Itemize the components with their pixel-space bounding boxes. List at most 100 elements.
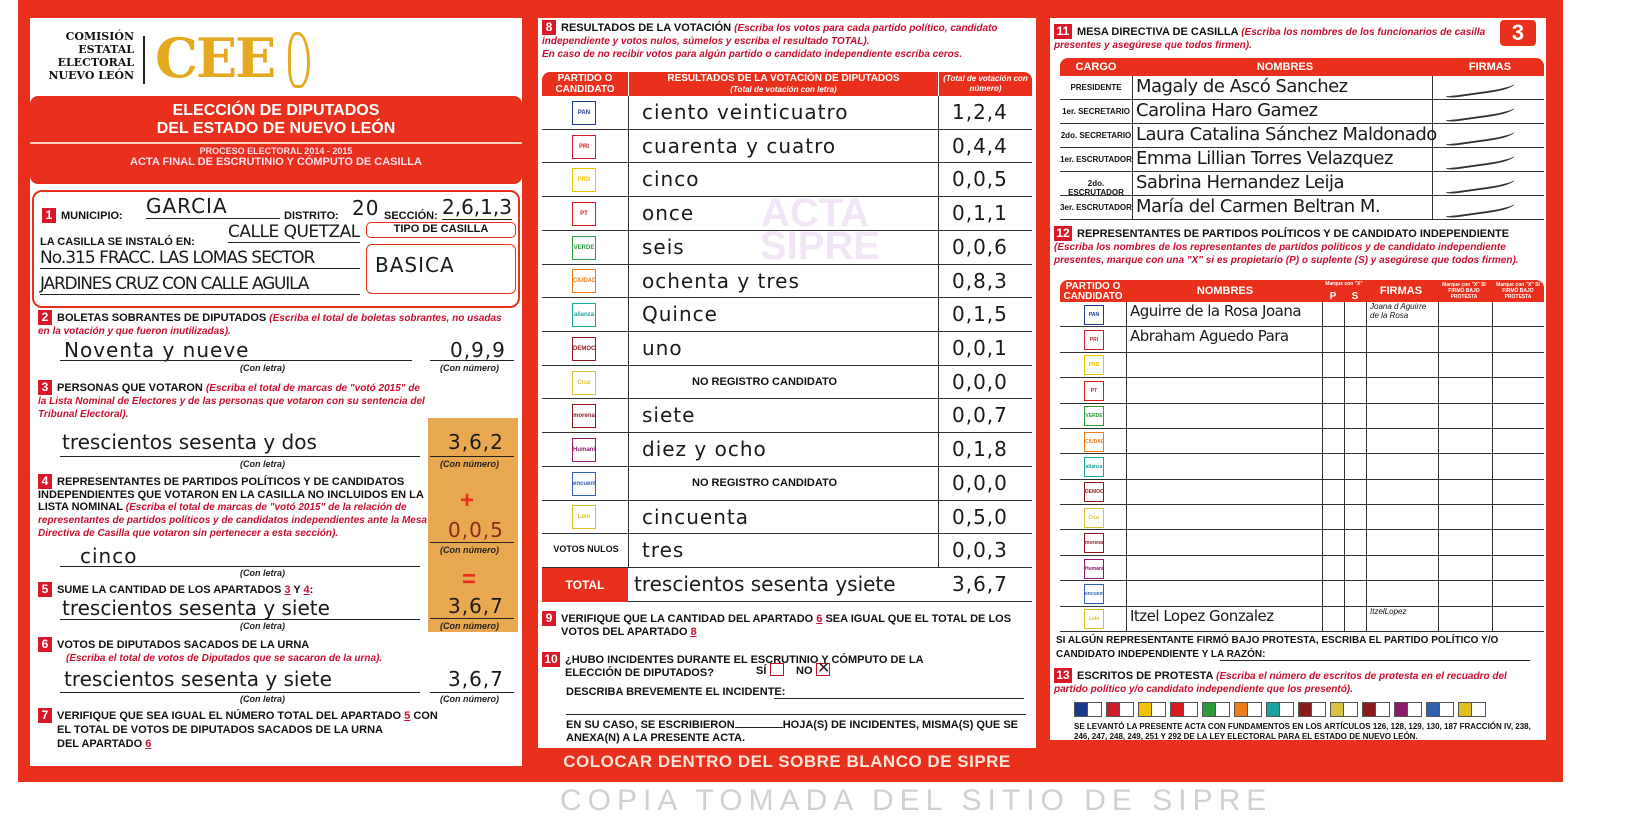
- votes-letra[interactable]: cuarenta y cuatro: [642, 133, 837, 158]
- signature[interactable]: [1444, 123, 1516, 147]
- rep-row: PRD: [1060, 352, 1544, 379]
- boletas-numero[interactable]: 0,9,9: [450, 338, 506, 362]
- votes-numero[interactable]: 0,0,7: [952, 403, 1008, 428]
- votes-numero[interactable]: 0,1,5: [952, 302, 1008, 327]
- votes-numero[interactable]: 0,0,0: [952, 470, 1008, 495]
- votes-letra[interactable]: once: [642, 201, 695, 226]
- con-letra-label: (Con letra): [240, 621, 285, 631]
- votes-letra[interactable]: NO REGISTRO CANDIDATO: [692, 476, 838, 489]
- address-line-1[interactable]: CALLE QUETZAL: [228, 222, 360, 243]
- votes-numero[interactable]: 0,8,3: [952, 268, 1008, 293]
- address-line-3[interactable]: JARDINES CRUZ CON CALLE AGUILA: [40, 274, 360, 295]
- cargo-label: 2do. ESCRUTADOR: [1068, 179, 1124, 197]
- funcionario-name[interactable]: Carolina Haro Gamez: [1136, 100, 1318, 121]
- votes-numero[interactable]: 0,0,5: [952, 167, 1008, 192]
- votes-numero[interactable]: 0,1,8: [952, 437, 1008, 462]
- total-numero[interactable]: 3,6,7: [952, 572, 1008, 596]
- describe-input[interactable]: [774, 698, 1024, 699]
- votes-numero[interactable]: 0,0,1: [952, 336, 1008, 360]
- col-numero: (Total de votación con número): [938, 72, 1032, 96]
- party-logo-icon: morena: [1084, 533, 1104, 554]
- protesta-box[interactable]: [1074, 702, 1102, 717]
- distrito-value[interactable]: 20: [352, 196, 380, 220]
- protesta-box[interactable]: [1202, 702, 1230, 717]
- funcionario-name[interactable]: Sabrina Hernandez Leija: [1136, 172, 1344, 193]
- protesta-input[interactable]: [1220, 660, 1530, 661]
- signature[interactable]: [1444, 195, 1516, 219]
- suma-letra[interactable]: trescientos sesenta y siete: [62, 596, 330, 620]
- votes-numero[interactable]: 1,2,4: [952, 100, 1008, 124]
- protesta-box[interactable]: [1330, 702, 1358, 717]
- rep-row: DEMOCRATA: [1060, 479, 1544, 506]
- party-logo-icon: [1299, 703, 1311, 716]
- con-numero-label: (Con número): [440, 621, 499, 631]
- votes-numero[interactable]: 0,0,0: [952, 369, 1008, 394]
- address-line-2[interactable]: No.315 FRACC. LAS LOMAS SECTOR: [40, 248, 360, 269]
- party-logo-icon: CIUDADANO: [1084, 431, 1104, 452]
- votes-numero[interactable]: 0,0,3: [952, 538, 1008, 563]
- protesta-box[interactable]: [1362, 702, 1390, 717]
- votes-numero[interactable]: 0,1,1: [952, 201, 1008, 226]
- votes-numero[interactable]: 0,0,6: [952, 234, 1008, 259]
- votes-letra[interactable]: seis: [642, 234, 685, 259]
- protesta-box[interactable]: [1266, 702, 1294, 717]
- suma-numero[interactable]: 3,6,7: [448, 594, 504, 618]
- urna-letra[interactable]: trescientos sesenta y siete: [64, 667, 332, 691]
- votes-letra[interactable]: ciento veinticuatro: [642, 100, 849, 124]
- protesta-box[interactable]: [1426, 702, 1454, 717]
- representantes-letra[interactable]: cinco: [80, 544, 138, 568]
- votes-letra[interactable]: cincuenta: [642, 504, 749, 529]
- votes-numero[interactable]: 0,4,4: [952, 133, 1008, 158]
- party-logo-icon: alianza: [1084, 456, 1104, 477]
- protesta-box[interactable]: [1138, 702, 1166, 717]
- funcionario-name[interactable]: Magaly de Ascó Sanchez: [1136, 76, 1348, 97]
- protesta-box[interactable]: [1458, 702, 1486, 717]
- votes-letra[interactable]: diez y ocho: [642, 437, 767, 462]
- rep-signature[interactable]: ItzelLopez: [1370, 606, 1407, 616]
- rep-name[interactable]: Itzel Lopez Gonzalez: [1130, 606, 1274, 625]
- party-logo-icon: PT: [572, 201, 596, 226]
- funcionario-name[interactable]: Laura Catalina Sánchez Maldonado: [1136, 124, 1437, 145]
- votes-letra[interactable]: Quince: [642, 302, 718, 327]
- describe-input-2[interactable]: [566, 714, 1026, 715]
- tipo-casilla-value[interactable]: BASICA: [366, 244, 516, 294]
- votes-letra[interactable]: ochenta y tres: [642, 268, 800, 293]
- no-checkbox[interactable]: ✕: [816, 660, 831, 677]
- votaron-letra[interactable]: trescientos sesenta y dos: [62, 430, 317, 454]
- signature[interactable]: [1444, 171, 1516, 195]
- title-line-1: ELECCIÓN DE DIPUTADOS: [172, 102, 380, 119]
- urna-numero[interactable]: 3,6,7: [448, 667, 504, 691]
- section-6-hint: (Escriba el total de votos de Diputados …: [66, 653, 383, 664]
- funcionario-name[interactable]: María del Carmen Beltran M.: [1136, 196, 1381, 217]
- section-7-text: 7 VERIFIQUE QUE SEA IGUAL EL NÚMERO TOTAL…: [38, 708, 438, 751]
- signature[interactable]: [1444, 147, 1516, 171]
- municipio-value[interactable]: GARCIA: [146, 194, 280, 219]
- votes-numero[interactable]: 0,5,0: [952, 504, 1008, 529]
- representantes-numero[interactable]: 0,0,5: [448, 518, 504, 542]
- votes-letra[interactable]: siete: [642, 403, 696, 428]
- protesta-box[interactable]: [1234, 702, 1262, 717]
- signature[interactable]: [1444, 99, 1516, 123]
- rep-name[interactable]: Abraham Aguedo Para: [1130, 327, 1289, 346]
- total-letra[interactable]: trescientos sesenta ysiete: [634, 572, 896, 596]
- votes-letra[interactable]: uno: [642, 336, 683, 360]
- votes-letra[interactable]: tres: [642, 538, 685, 563]
- party-logo-icon: PRD: [1084, 355, 1104, 376]
- votes-letra[interactable]: cinco: [642, 167, 700, 192]
- protesta-box[interactable]: [1298, 702, 1326, 717]
- votes-letra[interactable]: NO REGISTRO CANDIDATO: [692, 375, 838, 388]
- votaron-numero[interactable]: 3,6,2: [448, 430, 504, 454]
- seccion-value[interactable]: 2,6,1,3: [442, 195, 512, 220]
- rep-signature[interactable]: Joana d Aguirre de la Rosa: [1370, 302, 1427, 320]
- protesta-box[interactable]: [1106, 702, 1134, 717]
- funcionario-name[interactable]: Emma Lillian Torres Velazquez: [1136, 148, 1393, 169]
- mesa-row: 1er. SECRETARIO Carolina Haro Gamez: [1060, 99, 1544, 124]
- boletas-letra[interactable]: Noventa y nueve: [64, 338, 250, 362]
- rep-name[interactable]: Aguirre de la Rosa Joana: [1130, 302, 1302, 320]
- si-checkbox[interactable]: [770, 663, 784, 676]
- protesta-box[interactable]: [1170, 702, 1198, 717]
- legal-text: SE LEVANTÓ LA PRESENTE ACTA CON FUNDAMEN…: [1074, 722, 1531, 741]
- protesta-box[interactable]: [1394, 702, 1422, 717]
- signature[interactable]: [1444, 75, 1516, 99]
- cee-logo: CEE: [155, 26, 276, 90]
